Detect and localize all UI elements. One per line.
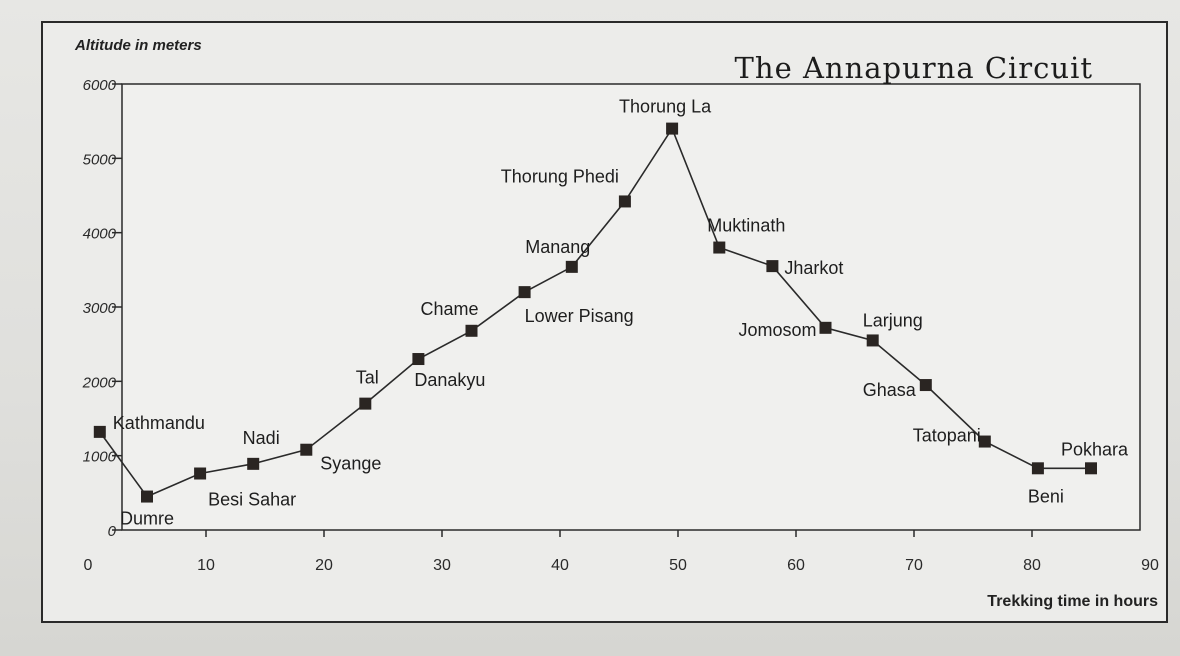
waypoint-marker (666, 122, 679, 135)
waypoint-label: Danakyu (414, 370, 485, 390)
waypoint-label: Larjung (863, 310, 923, 330)
plot-area (121, 83, 1141, 531)
waypoint-marker (412, 353, 425, 366)
x-tick-label: 40 (551, 557, 569, 574)
waypoint-label: Kathmandu (113, 413, 205, 433)
waypoint-label: Jomosom (738, 320, 816, 340)
waypoint-label: Dumre (120, 509, 174, 529)
x-tick-label: 50 (669, 557, 687, 574)
waypoint-marker (194, 467, 207, 480)
x-tick-label: 30 (433, 557, 451, 574)
waypoint-label: Thorung La (619, 97, 712, 117)
y-tick-label: 0 (108, 523, 117, 540)
y-tick-label: 2000 (82, 374, 117, 391)
waypoint-labels: Kathmandu Dumre Besi Sahar Nadi Syange Tal Dan… (113, 97, 1129, 529)
x-axis-title: Trekking time in hours (987, 593, 1158, 610)
waypoint-label: Beni (1028, 486, 1064, 506)
waypoint-label: Jharkot (784, 258, 843, 278)
waypoint-label: Nadi (243, 428, 280, 448)
waypoint-marker (919, 379, 932, 392)
y-tick-label: 5000 (83, 151, 117, 168)
x-tick-label: 10 (197, 557, 215, 574)
waypoint-label: Ghasa (863, 380, 917, 400)
waypoint-marker (866, 334, 879, 347)
waypoint-label: Pokhara (1061, 439, 1129, 459)
waypoint-marker (141, 490, 153, 503)
waypoint-marker (1085, 462, 1097, 475)
y-tick-label: 3000 (83, 300, 117, 317)
x-tick-label: 0 (84, 557, 93, 574)
waypoint-marker (713, 241, 726, 254)
waypoint-marker (518, 286, 531, 299)
waypoint-label: Muktinath (707, 216, 785, 236)
waypoint-marker (247, 457, 260, 470)
y-tick-label: 4000 (83, 226, 117, 243)
chart-title: The Annapurna Circuit (735, 51, 1093, 85)
y-axis-ticks: 0 1000 2000 3000 4000 5000 6000 (82, 77, 122, 540)
x-tick-label: 90 (1141, 557, 1159, 574)
waypoint-marker (618, 195, 631, 208)
x-tick-label: 80 (1023, 557, 1041, 574)
x-tick-label: 70 (905, 557, 923, 574)
y-tick-label: 1000 (83, 449, 117, 466)
waypoint-marker (819, 321, 832, 334)
waypoint-label: Tatopani (913, 426, 981, 446)
waypoint-marker (1031, 462, 1044, 475)
y-tick-label: 6000 (83, 77, 117, 94)
waypoint-label: Lower Pisang (525, 306, 634, 326)
x-tick-label: 60 (787, 557, 805, 574)
altitude-line (99, 126, 1091, 498)
waypoint-marker (465, 324, 478, 337)
x-axis-ticks: 0 10 20 30 40 50 60 70 80 90 (84, 530, 1159, 574)
waypoint-label: Thorung Phedi (501, 166, 619, 186)
waypoint-label: Chame (420, 299, 478, 319)
waypoint-marker (978, 435, 991, 448)
waypoint-label: Syange (320, 454, 381, 474)
waypoint-marker (359, 397, 372, 410)
waypoint-markers (93, 122, 1097, 503)
waypoint-marker (565, 260, 578, 273)
waypoint-label: Tal (356, 368, 379, 388)
waypoint-label: Besi Sahar (208, 490, 296, 510)
waypoint-marker (766, 260, 779, 273)
y-axis-title: Altitude in meters (74, 37, 202, 54)
waypoint-label: Manang (525, 237, 590, 257)
waypoint-marker (300, 443, 313, 456)
x-tick-label: 20 (315, 557, 333, 574)
waypoint-marker (93, 425, 106, 438)
